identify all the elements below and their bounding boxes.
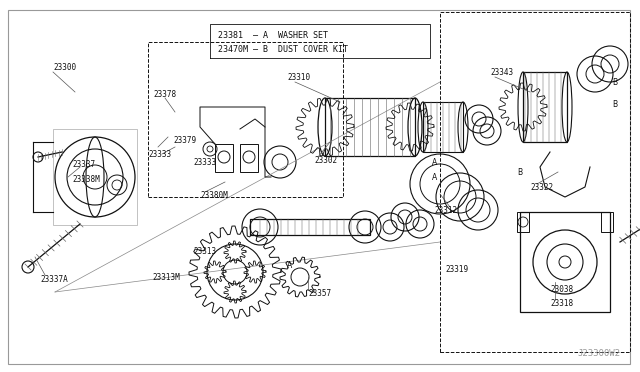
Text: 23333: 23333 [193,157,216,167]
Bar [215,144,233,172]
Text: 23380M: 23380M [200,190,228,199]
Text: J23300W2: J23300W2 [577,350,620,359]
Bar [440,12,630,352]
Text: A: A [433,157,438,167]
Bar [148,42,343,197]
Bar [517,212,529,232]
Text: 23378: 23378 [153,90,176,99]
Text: 23313M: 23313M [152,273,180,282]
Text: 23038: 23038 [550,285,573,294]
Text: 23338M: 23338M [72,174,100,183]
Text: A: A [433,173,438,182]
Text: 23310: 23310 [287,73,310,81]
Text: 23313: 23313 [193,247,216,257]
Text: 23318: 23318 [550,299,573,308]
Bar [520,212,610,312]
Text: 23333: 23333 [148,150,171,158]
Text: A: A [287,260,292,269]
Bar [53,129,137,225]
Text: 23381  — A  WASHER SET: 23381 — A WASHER SET [218,31,328,39]
Bar [250,219,370,235]
Text: 23319: 23319 [445,266,468,275]
Text: 23300: 23300 [53,62,76,71]
Text: B: B [517,167,523,176]
Bar [601,212,613,232]
Text: 23302: 23302 [314,155,337,164]
Text: 23343: 23343 [490,67,513,77]
Text: 23312: 23312 [435,205,458,215]
Text: 23322: 23322 [530,183,553,192]
Text: B: B [612,77,618,87]
Text: 23470M — B  DUST COVER KIT: 23470M — B DUST COVER KIT [218,45,348,54]
Text: 23337: 23337 [72,160,95,169]
Bar [423,102,463,152]
Bar [240,144,258,172]
Text: 23379: 23379 [173,135,196,144]
Bar [523,72,567,142]
Text: 23337A: 23337A [40,276,68,285]
Text: B: B [612,99,618,109]
Bar [325,98,415,156]
Text: 23357: 23357 [308,289,331,298]
